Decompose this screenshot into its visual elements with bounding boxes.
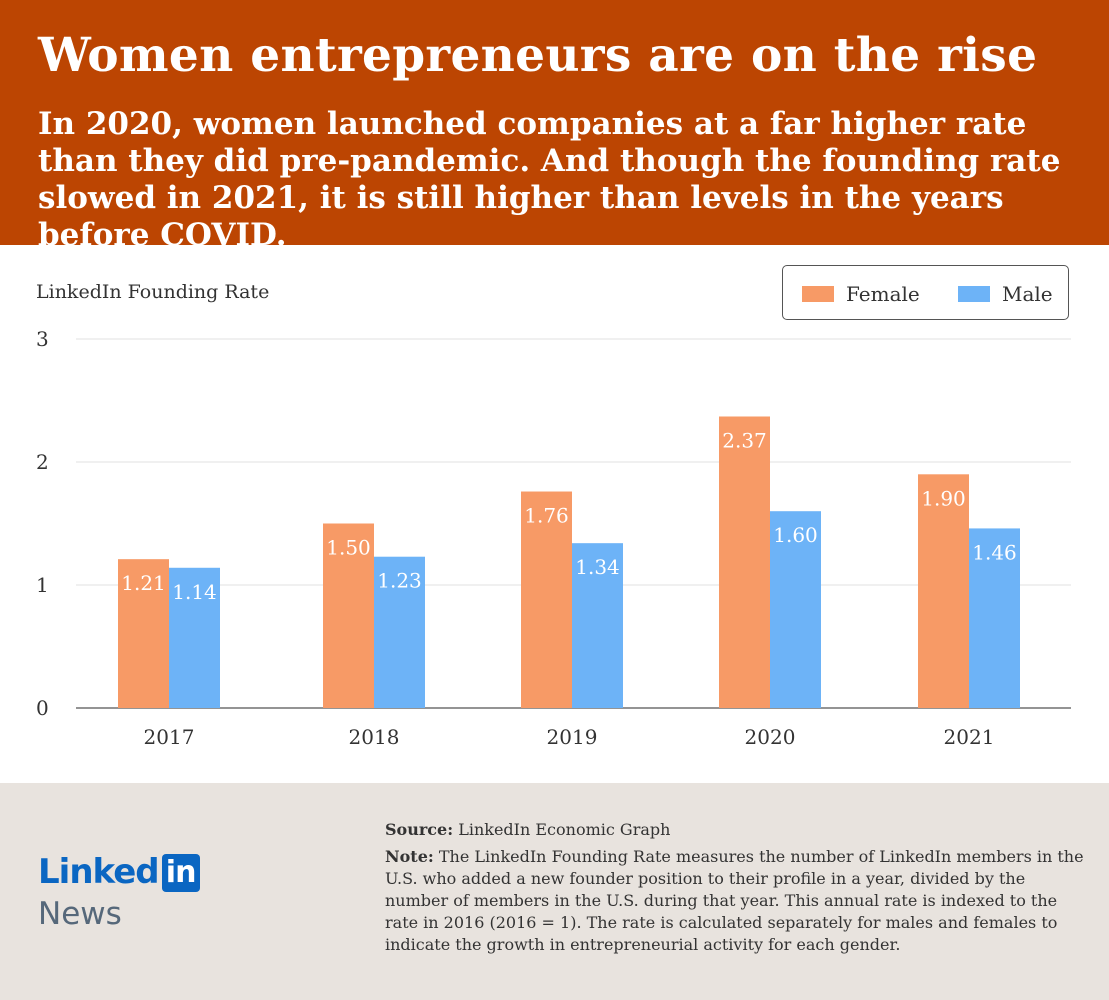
chart-title: Women entrepreneurs are on the rise [38,28,1038,83]
x-tick-label-2017: 2017 [144,725,195,749]
data-label-female-2020: 2.37 [722,428,767,452]
data-label-male-2019: 1.34 [575,555,620,579]
data-label-female-2019: 1.76 [524,504,569,528]
legend: Female Male [782,265,1069,320]
bar-female-2017 [118,559,169,708]
legend-label-female: Female [846,281,920,306]
y-tick-label: 1 [36,573,49,597]
bar-male-2019 [572,543,623,708]
source-text: LinkedIn Economic Graph [453,820,671,839]
note-text: The LinkedIn Founding Rate measures the … [385,847,1084,954]
data-label-male-2020: 1.60 [773,523,818,547]
bar-male-2018 [374,556,425,708]
bar-female-2019 [521,491,572,708]
data-label-female-2018: 1.50 [326,536,371,560]
legend-label-male: Male [1002,281,1053,306]
y-tick-label: 2 [36,450,49,474]
data-label-male-2017: 1.14 [172,580,217,604]
logo-news-text: News [38,896,122,932]
x-tick-label-2019: 2019 [547,725,598,749]
x-tick-label-2020: 2020 [745,725,796,749]
legend-swatch-female [802,285,834,302]
linkedin-news-logo: Linked in News [38,852,200,932]
bar-female-2021 [918,474,969,708]
methodology-note: Note: The LinkedIn Founding Rate measure… [385,846,1090,956]
bar-female-2018 [323,523,374,708]
data-label-male-2018: 1.23 [377,569,422,593]
bar-male-2017 [169,567,220,708]
logo-wordmark: Linked [38,852,160,892]
legend-item-female: Female [802,266,920,321]
y-tick-label: 0 [36,696,49,720]
data-label-male-2021: 1.46 [972,540,1017,564]
bar-male-2021 [969,528,1020,708]
header-banner: Women entrepreneurs are on the rise In 2… [0,0,1109,253]
data-label-female-2017: 1.21 [121,571,166,595]
x-tick-label-2018: 2018 [349,725,400,749]
data-label-female-2021: 1.90 [921,486,966,510]
y-axis-label: LinkedIn Founding Rate [36,281,270,303]
bar-chart: 0 1 2 3 1.21 1.14 2017 1.501.23 2018 1.76 1.34 2019… [36,327,1071,749]
legend-item-male: Male [958,266,1053,321]
linkedin-in-icon: in [161,854,200,892]
x-tick-label-2021: 2021 [944,725,995,749]
source-label: Source: [385,820,454,839]
note-label: Note: [385,847,434,866]
source-note: Source: LinkedIn Economic Graph [385,819,1085,841]
chart-subtitle: In 2020, women launched companies at a f… [38,106,1061,253]
bar-female-2020 [719,416,770,708]
legend-swatch-male [958,285,990,302]
bar-male-2020 [770,511,821,708]
y-tick-label: 3 [36,327,49,351]
